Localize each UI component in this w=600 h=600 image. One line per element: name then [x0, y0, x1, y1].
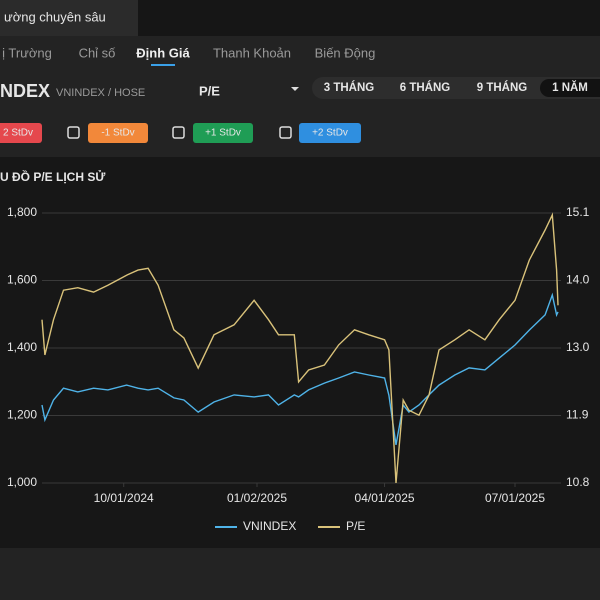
stdv-label: +2 StDv: [312, 128, 348, 139]
metric-select[interactable]: P/E: [199, 83, 220, 98]
period-button[interactable]: 6 THÁNG: [400, 81, 451, 94]
tab[interactable]: Chỉ số: [79, 45, 116, 60]
checkbox[interactable]: [67, 126, 80, 139]
y-tick-label: 1,400: [7, 340, 37, 354]
x-tick-label: 07/01/2025: [485, 491, 545, 505]
y2-tick-label: 13.0: [566, 340, 590, 354]
tab[interactable]: Biến Động: [315, 45, 376, 60]
period-button[interactable]: 3 THÁNG: [324, 81, 375, 94]
x-tick-label: 10/01/2024: [94, 491, 154, 505]
y-tick-label: 1,600: [7, 273, 37, 287]
stdv-button[interactable]: [88, 123, 148, 143]
tab[interactable]: Thanh Khoản: [213, 45, 291, 60]
y-tick-label: 1,800: [7, 205, 37, 219]
legend-label[interactable]: P/E: [346, 519, 365, 533]
dropdown-arrow[interactable]: [291, 87, 299, 91]
y-tick-label: 1,200: [7, 408, 37, 422]
tab[interactable]: Định Giá: [136, 45, 190, 60]
period-button[interactable]: 1 NĂM: [552, 81, 588, 94]
stdv-button[interactable]: [0, 123, 42, 143]
stdv-button[interactable]: [299, 123, 361, 143]
x-tick-label: 04/01/2025: [355, 491, 415, 505]
stdv-label: +1 StDv: [205, 128, 241, 139]
series-line: [41, 292, 559, 446]
chart-panel: [0, 157, 600, 548]
legend-label[interactable]: VNINDEX: [243, 519, 296, 533]
stdv-button[interactable]: [193, 123, 253, 143]
y2-tick-label: 10.8: [566, 475, 590, 489]
symbol: NDEX: [0, 81, 50, 101]
checkbox[interactable]: [279, 126, 292, 139]
exchange: VNINDEX / HOSE: [56, 87, 145, 99]
stdv-label: -1 StDv: [101, 128, 134, 139]
period-group: [312, 77, 600, 99]
top-tab[interactable]: [0, 0, 138, 36]
chart-title: U ĐỒ P/E LỊCH SỬ: [0, 169, 105, 184]
tab-underline: [151, 64, 175, 66]
checkbox[interactable]: [172, 126, 185, 139]
period-active: [540, 79, 600, 97]
tab[interactable]: ị Trường: [2, 45, 52, 60]
y2-tick-label: 15.1: [566, 205, 590, 219]
y2-tick-label: 14.0: [566, 273, 590, 287]
x-tick-label: 01/02/2025: [227, 491, 287, 505]
period-button[interactable]: 9 THÁNG: [477, 81, 528, 94]
y2-tick-label: 11.9: [566, 408, 589, 422]
series-line: [41, 212, 559, 484]
page-title: ường chuyên sâu: [4, 9, 106, 24]
y-tick-label: 1,000: [7, 475, 37, 489]
stdv-label: 2 StDv: [3, 128, 33, 139]
